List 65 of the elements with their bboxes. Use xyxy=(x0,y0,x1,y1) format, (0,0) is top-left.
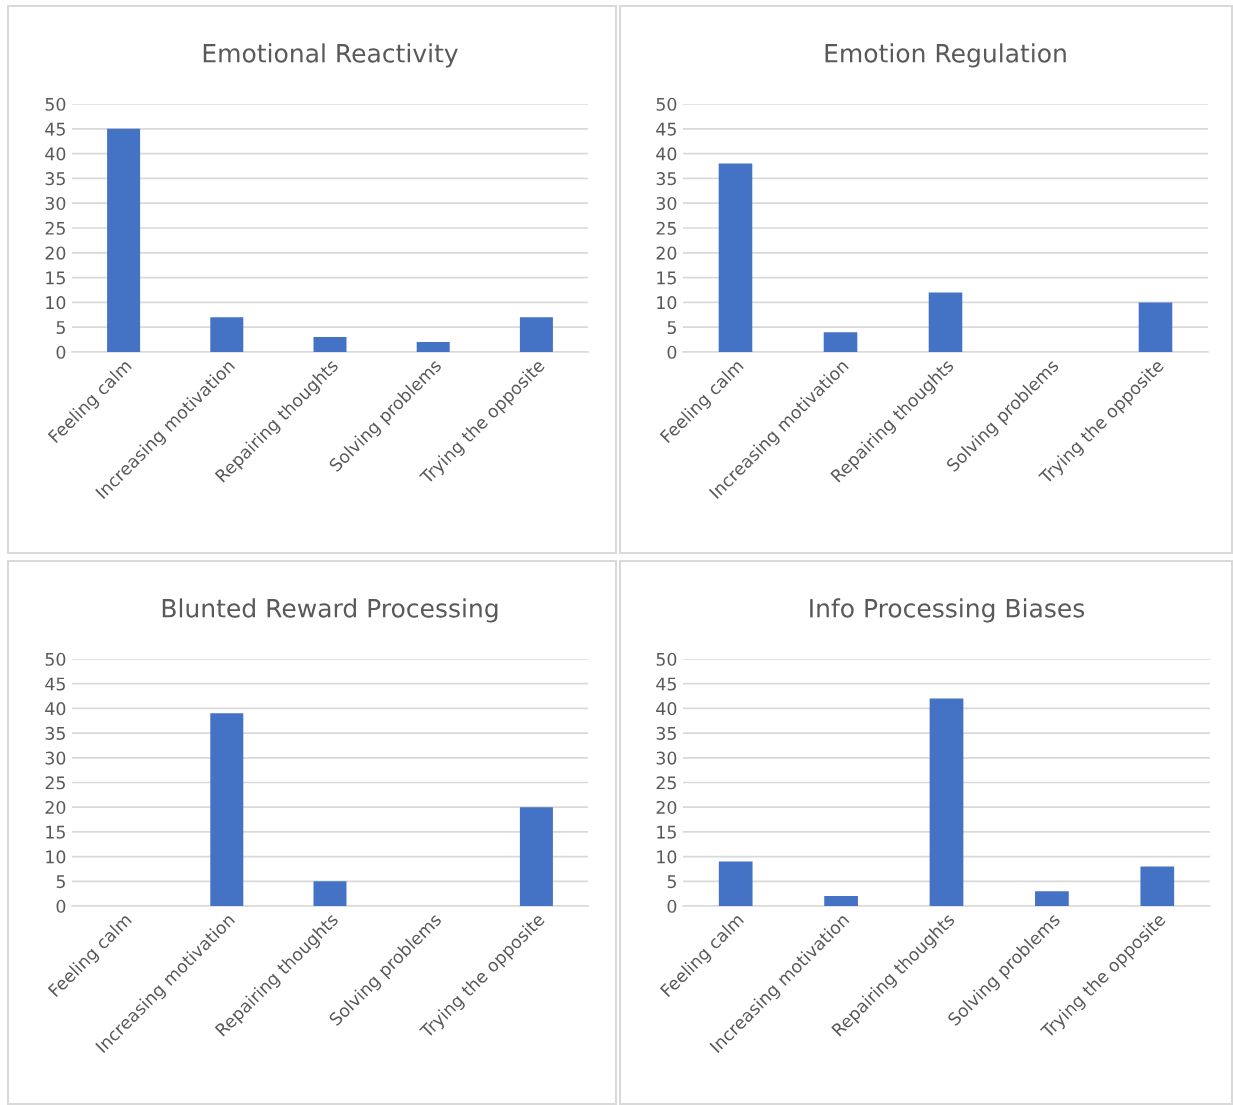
y-tick-label: 0 xyxy=(667,345,677,359)
bar xyxy=(929,698,964,906)
bar xyxy=(1140,866,1175,906)
y-tick-label: 0 xyxy=(667,899,677,913)
y-tick-label: 10 xyxy=(46,296,66,310)
y-tick-label: 10 xyxy=(46,850,66,864)
y-tick-label: 45 xyxy=(656,677,676,691)
y-tick-label: 35 xyxy=(656,172,676,186)
y-tick-label: 15 xyxy=(657,271,676,285)
bar xyxy=(824,896,858,906)
y-tick-label: 45 xyxy=(45,677,65,691)
bar xyxy=(107,128,141,352)
bar xyxy=(519,807,553,906)
y-tick-label: 45 xyxy=(656,122,676,136)
y-tick-label: 25 xyxy=(656,776,676,790)
bar xyxy=(210,713,244,906)
y-tick-label: 15 xyxy=(657,825,676,839)
y-tick-label: 0 xyxy=(56,345,66,359)
y-tick-label: 5 xyxy=(667,875,676,889)
bar xyxy=(210,317,244,352)
y-tick-label: 35 xyxy=(45,172,65,186)
y-tick-label: 15 xyxy=(46,271,65,285)
y-tick-label: 50 xyxy=(656,652,677,666)
bar xyxy=(718,163,753,352)
bar xyxy=(519,317,553,352)
y-tick-label: 5 xyxy=(56,321,65,335)
bar xyxy=(416,342,450,352)
y-tick-label: 30 xyxy=(45,751,66,765)
bar xyxy=(1138,302,1173,352)
chart-title: Emotion Regulation xyxy=(825,43,1066,68)
y-tick-label: 40 xyxy=(45,702,66,716)
y-tick-label: 30 xyxy=(45,196,66,211)
y-tick-label: 30 xyxy=(656,751,677,765)
y-tick-label: 10 xyxy=(657,296,677,310)
y-tick-label: 20 xyxy=(45,246,66,260)
y-tick-label: 20 xyxy=(656,800,677,815)
y-tick-label: 0 xyxy=(56,899,66,913)
y-tick-label: 30 xyxy=(656,196,677,211)
y-tick-label: 20 xyxy=(656,246,677,260)
y-tick-label: 50 xyxy=(45,97,66,111)
bar xyxy=(1035,891,1069,906)
y-tick-label: 15 xyxy=(46,825,65,839)
y-tick-label: 5 xyxy=(667,321,676,335)
y-tick-label: 5 xyxy=(56,875,65,889)
bar xyxy=(928,292,963,352)
y-tick-label: 40 xyxy=(656,147,677,161)
chart-title: Emotional Reactivity xyxy=(203,43,458,68)
y-tick-label: 25 xyxy=(45,221,65,235)
y-tick-label: 25 xyxy=(45,776,65,790)
bar xyxy=(313,881,347,906)
y-tick-label: 45 xyxy=(45,122,65,136)
y-tick-label: 50 xyxy=(656,97,677,111)
chart-title: Blunted Reward Processing xyxy=(162,598,498,623)
y-tick-label: 50 xyxy=(45,652,66,666)
y-tick-label: 10 xyxy=(657,850,677,864)
bar xyxy=(313,337,347,352)
bar xyxy=(823,332,858,352)
y-tick-label: 35 xyxy=(656,726,676,740)
chart-title: Info Processing Biases xyxy=(810,598,1085,623)
y-tick-label: 20 xyxy=(45,800,66,815)
y-tick-label: 40 xyxy=(45,147,66,161)
y-tick-label: 35 xyxy=(45,726,65,740)
y-tick-label: 25 xyxy=(656,221,676,235)
y-tick-label: 40 xyxy=(656,702,677,716)
bar xyxy=(718,861,753,906)
